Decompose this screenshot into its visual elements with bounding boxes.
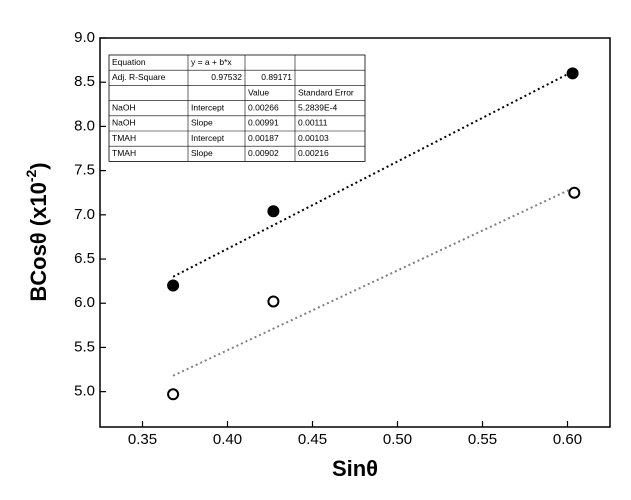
x-tick-label: 0.40 xyxy=(213,431,242,448)
y-tick-label: 9.0 xyxy=(74,29,95,46)
y-tick-label: 6.0 xyxy=(74,294,95,311)
y-tick-label: 5.5 xyxy=(74,338,95,355)
table-cell: Value xyxy=(248,87,269,97)
y-tick-label: 7.0 xyxy=(74,206,95,223)
table-cell: 0.00103 xyxy=(298,133,329,143)
table-cell: 0.00902 xyxy=(248,148,279,158)
y-tick-label: 8.0 xyxy=(74,117,95,134)
table-cell: Adj. R-Square xyxy=(112,72,166,82)
table-cell: Slope xyxy=(191,118,213,128)
table-cell: 0.97532 xyxy=(211,72,242,82)
table-cell: y = a + b*x xyxy=(191,57,232,67)
table-cell: Equation xyxy=(112,57,146,67)
table-cell: TMAH xyxy=(112,148,136,158)
table-cell: TMAH xyxy=(112,133,136,143)
table-cell: 0.00111 xyxy=(298,118,328,128)
y-label-end: ) xyxy=(26,162,51,169)
y-label-sup: -2 xyxy=(23,169,39,182)
table-cell: 0.00216 xyxy=(298,148,329,158)
x-tick-label: 0.35 xyxy=(128,431,157,448)
table-cell: Intercept xyxy=(191,102,225,112)
data-point xyxy=(566,67,579,80)
x-tick-label: 0.60 xyxy=(553,431,582,448)
y-tick-label: 5.0 xyxy=(74,383,95,400)
data-point xyxy=(267,295,280,308)
data-point xyxy=(167,279,180,292)
table-cell: 0.00187 xyxy=(248,133,279,143)
y-tick-label: 7.5 xyxy=(74,162,95,179)
table-cell: NaOH xyxy=(112,118,136,128)
table-cell: 0.00266 xyxy=(248,102,279,112)
y-axis-label: BCosθ (x10-2) xyxy=(23,162,51,301)
data-point xyxy=(167,388,180,401)
x-tick-label: 0.45 xyxy=(298,431,327,448)
table-cell: Standard Error xyxy=(298,87,354,97)
x-tick-label: 0.55 xyxy=(468,431,497,448)
table-frame xyxy=(108,54,366,162)
table-cell: 0.89171 xyxy=(261,72,292,82)
x-tick-label: 0.50 xyxy=(383,431,412,448)
fit-line xyxy=(172,187,574,377)
table-cell: 5.2839E-4 xyxy=(298,102,337,112)
table-cell: 0.00991 xyxy=(248,118,279,128)
table-cell: Intercept xyxy=(191,133,225,143)
data-point xyxy=(267,205,280,218)
y-label-text: BCosθ (x10 xyxy=(26,182,51,302)
table-cell: NaOH xyxy=(112,102,136,112)
y-tick-label: 8.5 xyxy=(74,73,95,90)
plot-frame xyxy=(99,37,611,428)
table-cell: Slope xyxy=(191,148,213,158)
data-point xyxy=(568,186,581,199)
y-tick-label: 6.5 xyxy=(74,250,95,267)
x-axis-label: Sinθ xyxy=(332,456,378,481)
